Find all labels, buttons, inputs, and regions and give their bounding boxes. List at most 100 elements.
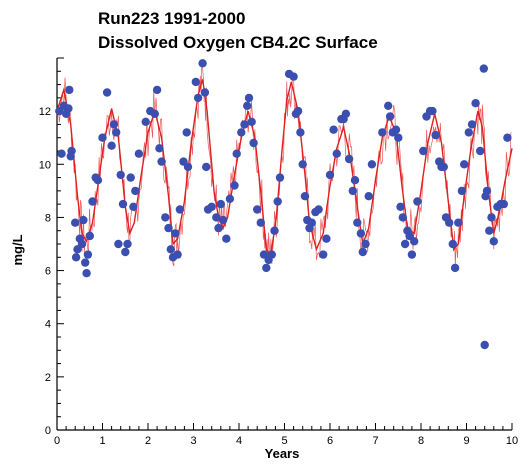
observed-point [499,199,508,209]
observed-point [485,226,494,235]
observed-point [314,205,323,214]
observed-point [293,106,303,116]
observed-point [102,88,112,97]
observed-point [413,197,422,206]
observed-point [460,160,469,169]
observed-point [131,186,140,196]
observed-point [116,170,125,180]
observed-point [298,160,307,169]
x-tick-label: 6 [327,435,333,447]
observed-point [81,258,90,267]
observed-point [200,88,210,97]
observed-point [457,186,467,196]
observed-point [391,125,401,134]
observed-point [361,239,370,249]
observed-point [275,173,285,182]
observed-point [467,120,477,129]
observed-point [175,205,185,214]
y-axis-label: mg/L [10,234,25,265]
observed-point [322,234,331,243]
observed-point [419,146,428,156]
observed-point [152,85,162,95]
observed-point [348,186,357,196]
observed-point [296,128,305,137]
observed-point [476,146,485,156]
y-tick-label: 6 [45,266,51,278]
observed-point [193,93,203,103]
x-axis-label: Years [265,446,300,461]
observed-point [332,149,341,158]
observed-point [212,213,221,222]
observed-point [407,250,417,259]
x-tick-label: 4 [236,435,242,447]
observed-point [216,199,225,209]
observed-point [83,250,93,259]
observed-point [164,223,173,233]
observed-point [400,239,410,249]
x-tick-label: 1 [99,435,105,447]
observed-point [77,239,87,249]
observed-point [273,197,282,206]
observed-point [218,215,228,225]
observed-point [98,133,107,142]
observed-point [249,138,258,148]
observed-point [173,250,182,259]
observed-point [222,234,231,243]
observed-point [367,160,377,169]
observed-point [64,104,73,113]
y-tick-label: 10 [39,159,51,171]
x-tick-label: 3 [190,435,196,447]
y-tick-label: 4 [45,319,51,331]
observed-point [240,120,249,129]
observed-point [262,263,271,273]
observed-point [503,133,512,142]
observed-point [207,202,216,211]
observed-point [482,186,492,196]
observed-point [358,247,367,257]
observed-point [79,215,88,225]
observed-point [247,117,256,127]
model-line [56,79,513,257]
observed-point [319,250,328,259]
y-tick-label: 8 [45,212,51,224]
observed-point [364,192,373,201]
x-tick-label: 2 [145,435,151,447]
x-tick-label: 7 [372,435,378,447]
observed-point [448,239,457,249]
observed-point [67,146,76,156]
observed-point [344,154,354,164]
observed-point [107,141,116,150]
observed-point [394,133,403,142]
observed-point [109,120,119,129]
observed-point [329,125,338,134]
x-tick-label: 9 [463,435,469,447]
observed-point [93,176,103,185]
observed-point [253,205,262,214]
observed-point [464,128,473,137]
observed-point [191,77,200,87]
observed-point [428,106,437,116]
observed-point [410,237,419,246]
observed-point [57,149,66,158]
observed-point [487,213,496,222]
observed-point [431,130,440,140]
observed-point [356,229,366,238]
y-tick-label: 0 [45,425,51,437]
y-tick-label: 12 [39,106,51,118]
observed-point [230,181,239,190]
observed-point [341,109,351,119]
observed-point [198,59,207,68]
observed-point [325,170,335,180]
observed-point [85,231,95,241]
observed-point [256,218,265,227]
observed-point [480,340,489,350]
observed-point [202,162,211,172]
observed-point [445,218,454,227]
observed-point [225,194,235,203]
observed-point [161,213,170,222]
x-tick-label: 8 [418,435,424,447]
observed-point [88,197,97,206]
observed-point [214,223,223,233]
observed-point [384,101,393,111]
